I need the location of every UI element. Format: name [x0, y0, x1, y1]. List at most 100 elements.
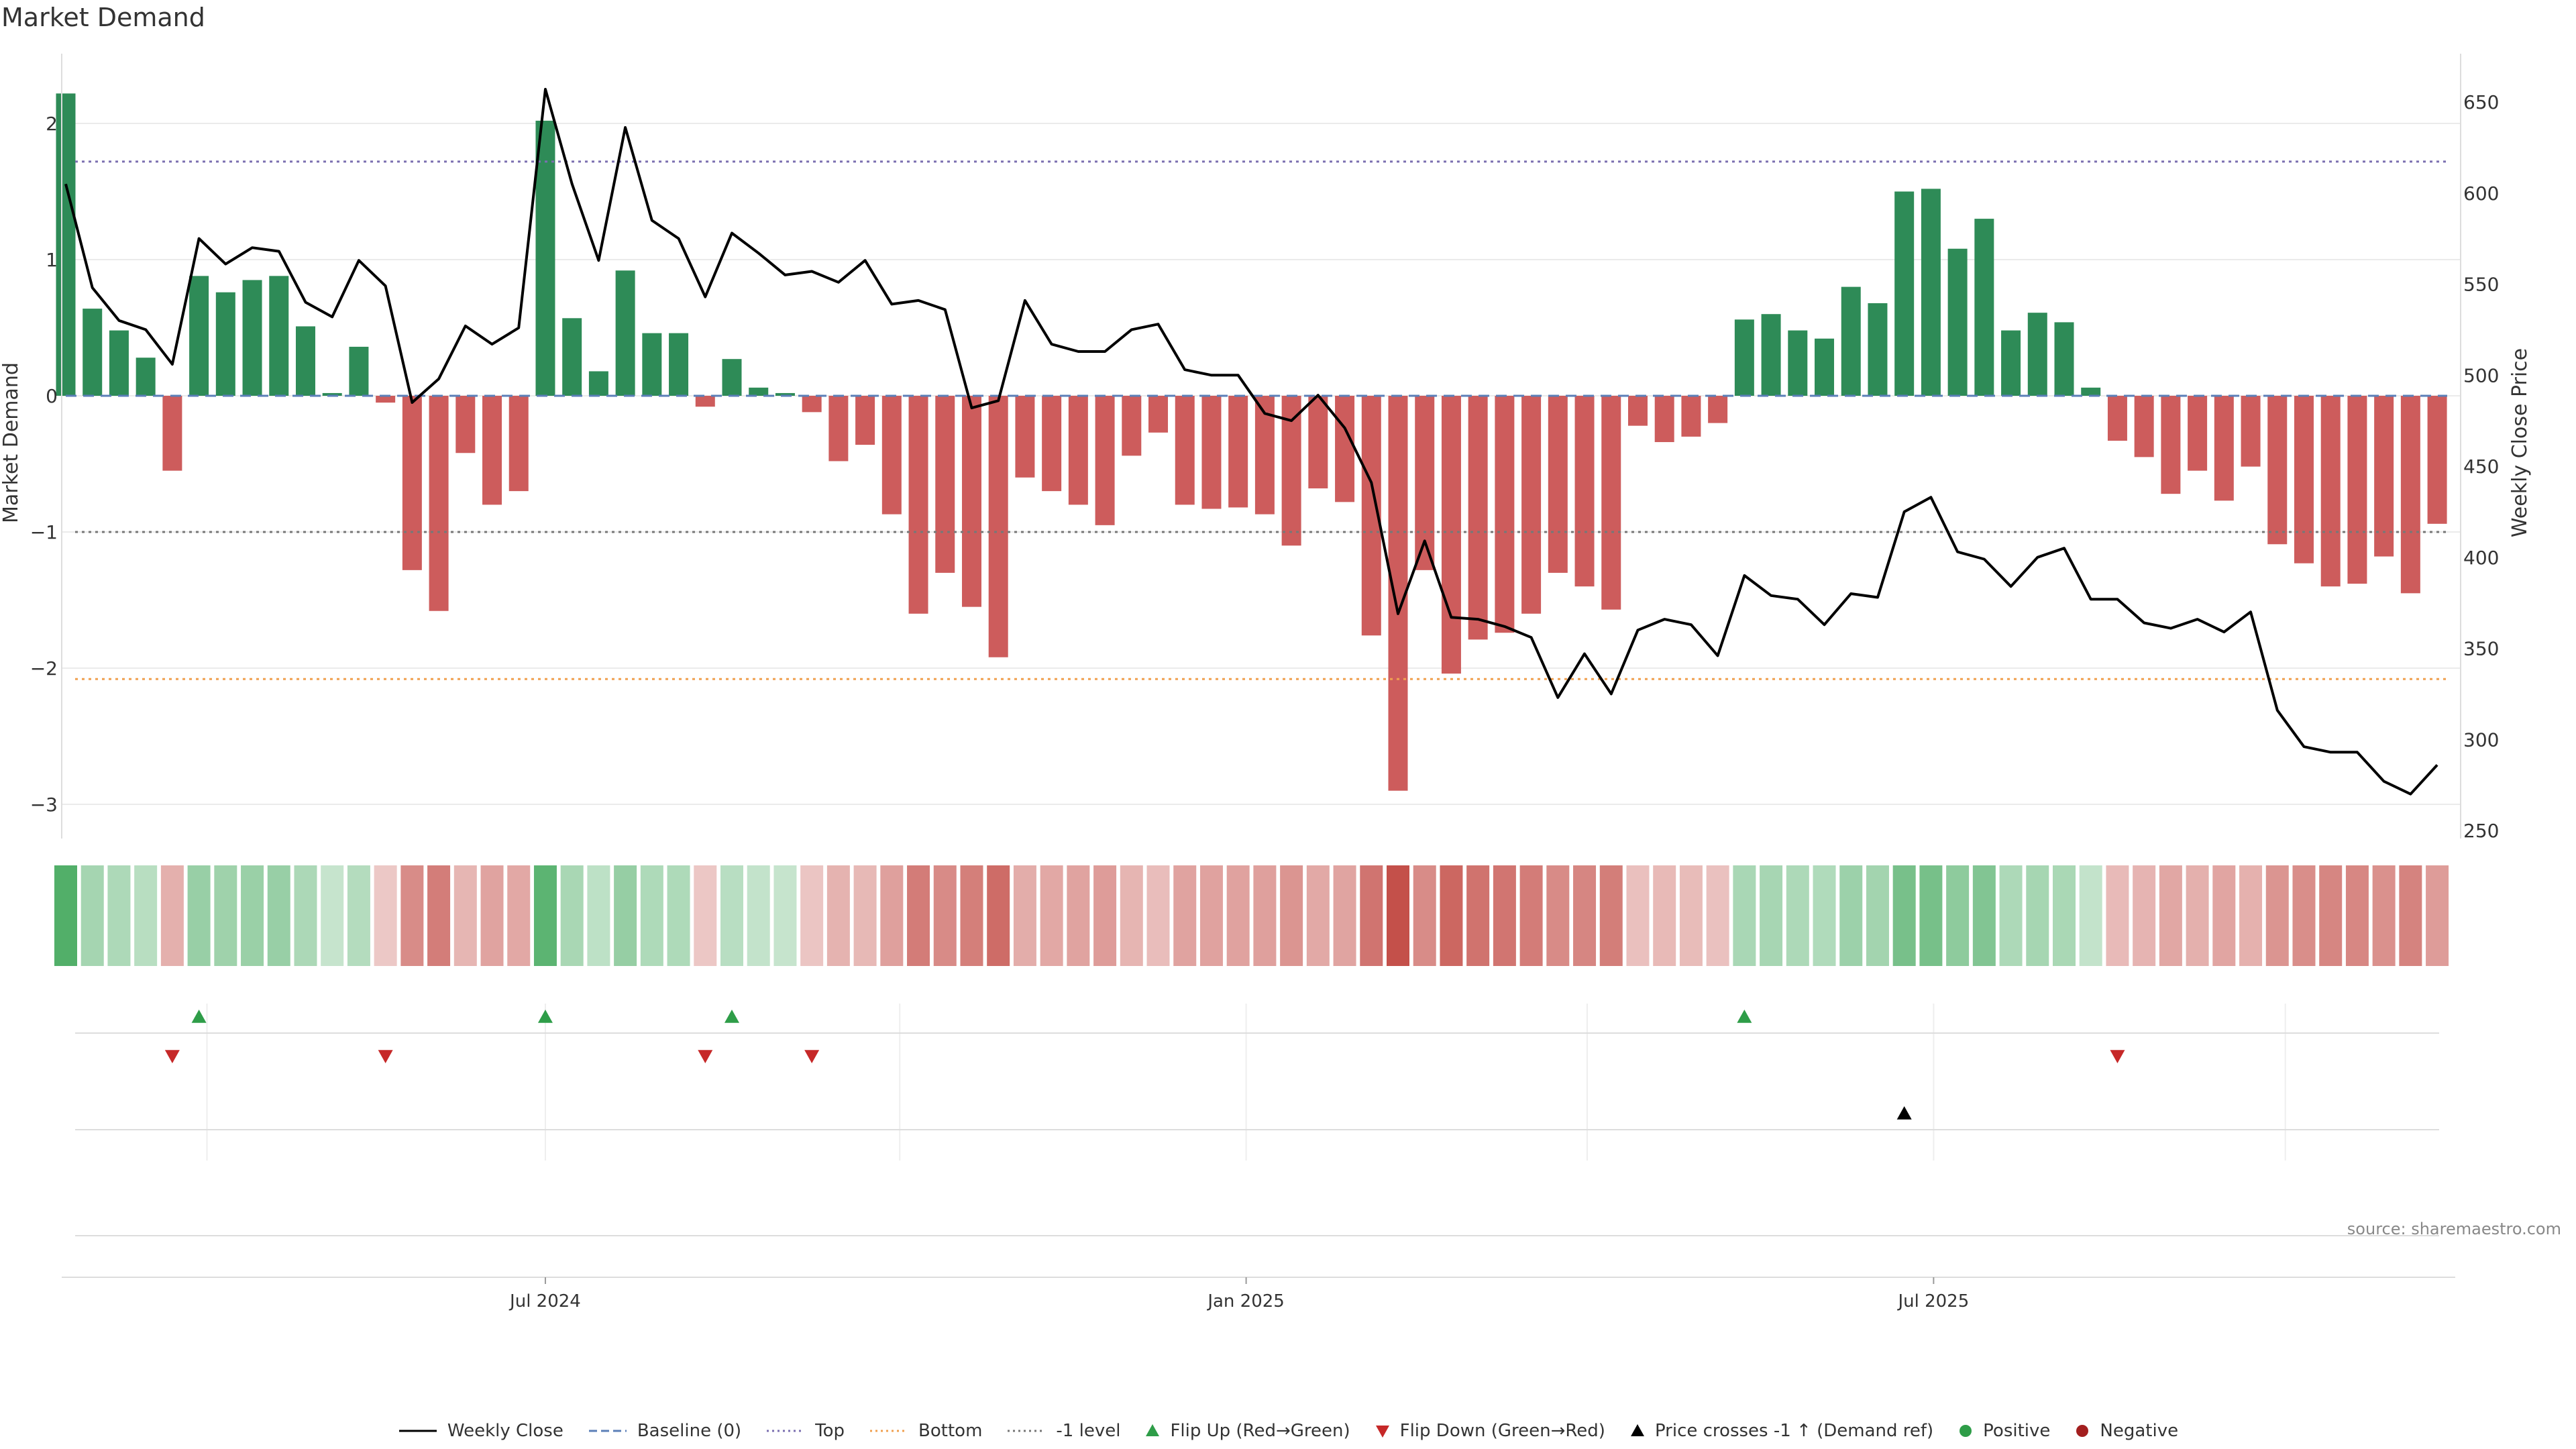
demand-bar: [376, 396, 396, 403]
demand-bar: [429, 396, 449, 611]
demand-bar: [1627, 396, 1648, 426]
price-cross-marker: [1896, 1106, 1912, 1120]
demand-bar: [1068, 396, 1088, 505]
heat-cell: [694, 865, 717, 966]
heat-cell: [2186, 865, 2209, 966]
demand-bar: [2161, 396, 2181, 494]
heat-cell: [1546, 865, 1570, 966]
demand-bar: [1441, 396, 1461, 674]
heat-cell: [1280, 865, 1303, 966]
demand-bar: [1521, 396, 1542, 614]
heat-cell: [720, 865, 743, 966]
price-line-layer: [64, 88, 2438, 796]
demand-bar: [508, 396, 529, 492]
heat-cell: [1599, 865, 1623, 966]
y-tick-label: 0: [46, 385, 58, 407]
legend-swatch-icon: [1146, 1424, 1160, 1436]
heat-cell: [880, 865, 904, 966]
demand-bar: [1815, 338, 1835, 396]
demand-bar: [56, 93, 76, 396]
demand-bar: [1868, 303, 1888, 396]
heat-cell: [1306, 865, 1330, 966]
demand-bar: [1681, 396, 1701, 437]
legend-item: Flip Down (Green→Red): [1375, 1421, 1605, 1441]
heat-cell: [2292, 865, 2316, 966]
demand-bar: [1308, 396, 1328, 489]
demand-bar: [1947, 248, 1968, 396]
y2-tick-label: 550: [2463, 274, 2499, 296]
heat-cell: [667, 865, 690, 966]
demand-bar: [215, 292, 235, 396]
heat-cell: [1387, 865, 1409, 966]
demand-bar: [1894, 191, 1915, 396]
legend-label: Top: [815, 1421, 845, 1441]
demand-bar: [908, 396, 928, 614]
heat-cell: [1786, 865, 1809, 966]
demand-bar: [2374, 396, 2394, 557]
flip-up-marker: [537, 1010, 553, 1023]
demand-bar: [2214, 396, 2234, 501]
demand-bar: [83, 309, 103, 396]
signal-markers: [164, 1010, 2125, 1120]
heat-cell: [853, 865, 877, 966]
legend-label: Flip Up (Red→Green): [1170, 1421, 1350, 1441]
y2-tick-label: 250: [2463, 820, 2499, 842]
demand-bar: [295, 326, 315, 396]
heat-cell: [1653, 865, 1676, 966]
legend-swatch-icon: [1375, 1426, 1389, 1438]
heat-cell: [933, 865, 957, 966]
demand-bar: [562, 318, 582, 396]
demand-bar: [749, 387, 769, 396]
y2-tick-label: 400: [2463, 547, 2499, 569]
heat-cell: [80, 865, 104, 966]
heat-cell: [1733, 865, 1756, 966]
demand-bar: [1228, 396, 1248, 508]
y-axis-label: Market Demand: [0, 362, 23, 523]
demand-bar: [2027, 313, 2047, 396]
demand-bar: [961, 396, 981, 607]
demand-bar: [162, 396, 182, 471]
heat-cell: [1199, 865, 1223, 966]
demand-bar: [1015, 396, 1035, 478]
flip-down-marker: [164, 1050, 180, 1063]
legend-item: Bottom: [869, 1421, 982, 1441]
heat-cell: [160, 865, 184, 966]
heat-cell: [1972, 865, 1996, 966]
demand-bar: [1601, 396, 1621, 610]
heat-cell: [2319, 865, 2343, 966]
heat-cell: [1253, 865, 1277, 966]
demand-bar: [1122, 396, 1142, 456]
demand-bar: [136, 358, 156, 396]
heat-cell: [2026, 865, 2049, 966]
legend-label: Bottom: [918, 1421, 983, 1441]
demand-bar: [2241, 396, 2261, 467]
demand-bar: [2427, 396, 2447, 524]
demand-bar: [615, 270, 635, 396]
legend-item: -1 level: [1006, 1421, 1120, 1441]
heat-cell: [1360, 865, 1383, 966]
heat-cell: [321, 865, 344, 966]
y2-axis-label: Weekly Close Price: [2508, 348, 2532, 537]
demand-bar: [1148, 396, 1169, 433]
heat-cell: [453, 865, 477, 966]
heat-cell: [54, 865, 77, 966]
legend-swatch-icon: [1008, 1430, 1046, 1432]
demand-bar: [242, 280, 262, 396]
demand-bar: [109, 330, 129, 396]
demand-bar: [988, 396, 1008, 657]
heat-cell: [1173, 865, 1197, 966]
y2-tick-label: 300: [2463, 729, 2499, 751]
heat-cell: [267, 865, 290, 966]
flip-up-marker: [1737, 1010, 1752, 1023]
y-tick-label: 2: [46, 113, 58, 135]
demand-bar: [935, 396, 955, 573]
heat-cell: [2079, 865, 2102, 966]
heat-cell: [1999, 865, 2023, 966]
y2-tick-label: 450: [2463, 455, 2499, 478]
heat-cell: [1706, 865, 1729, 966]
demand-bar: [1548, 396, 1568, 573]
heat-cell: [1067, 865, 1090, 966]
heat-cell: [1093, 865, 1117, 966]
demand-bar: [1201, 396, 1222, 509]
heat-cell: [1892, 865, 1916, 966]
